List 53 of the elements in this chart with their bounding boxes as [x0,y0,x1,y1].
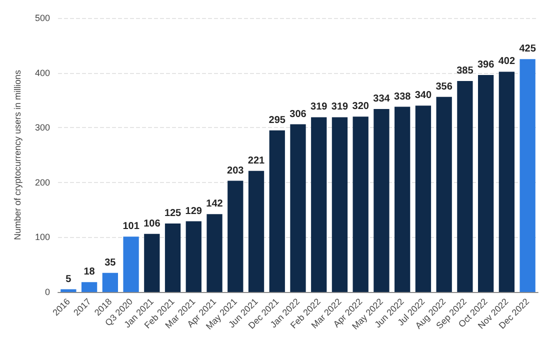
bar [186,221,202,292]
data-label: 5 [66,274,72,285]
bar [144,234,160,292]
data-label: 425 [519,44,536,55]
data-label: 340 [414,90,432,102]
data-label: 402 [498,56,516,68]
data-label: 356 [436,81,453,92]
bar [478,74,494,292]
data-label: 125 [164,208,182,219]
bar [415,106,432,292]
y-tick-label: 300 [34,122,50,133]
data-label: 142 [206,198,224,210]
data-label: 396 [477,59,495,70]
data-label: 221 [248,155,266,166]
bar [290,124,306,292]
data-label: 101 [122,221,140,232]
data-label: 320 [352,101,370,112]
data-label: 319 [331,102,349,113]
data-label: 129 [185,206,202,217]
bar [457,81,473,292]
y-tick-label: 100 [34,232,50,242]
y-tick-label: 0 [44,287,50,297]
data-label: 319 [310,102,328,113]
data-label: 295 [268,114,286,126]
y-tick-label: 200 [34,177,50,188]
bar [164,224,181,292]
data-label: 35 [104,257,116,268]
data-label: 18 [84,266,96,278]
bar [228,180,244,292]
bar [394,106,410,292]
data-label: 203 [227,165,244,176]
bar [81,282,98,292]
bar [123,236,139,292]
y-tick-label: 500 [34,13,50,23]
bar [374,108,390,292]
y-tick-label: 400 [34,68,50,78]
bar [520,59,536,292]
bar [60,289,76,292]
data-label: 106 [144,218,161,230]
bar [269,130,285,292]
bar [436,96,452,292]
bar [248,170,264,292]
bar [206,214,222,292]
data-label: 334 [373,93,390,104]
data-label: 306 [290,108,307,120]
bar [498,72,515,292]
bar [332,117,348,292]
y-axis-title: Number of cryptocurrency users in millions [12,69,22,240]
data-label: 385 [456,66,474,77]
bar [352,116,368,292]
bar [102,272,118,292]
data-label: 338 [394,91,412,102]
bar [311,117,327,292]
